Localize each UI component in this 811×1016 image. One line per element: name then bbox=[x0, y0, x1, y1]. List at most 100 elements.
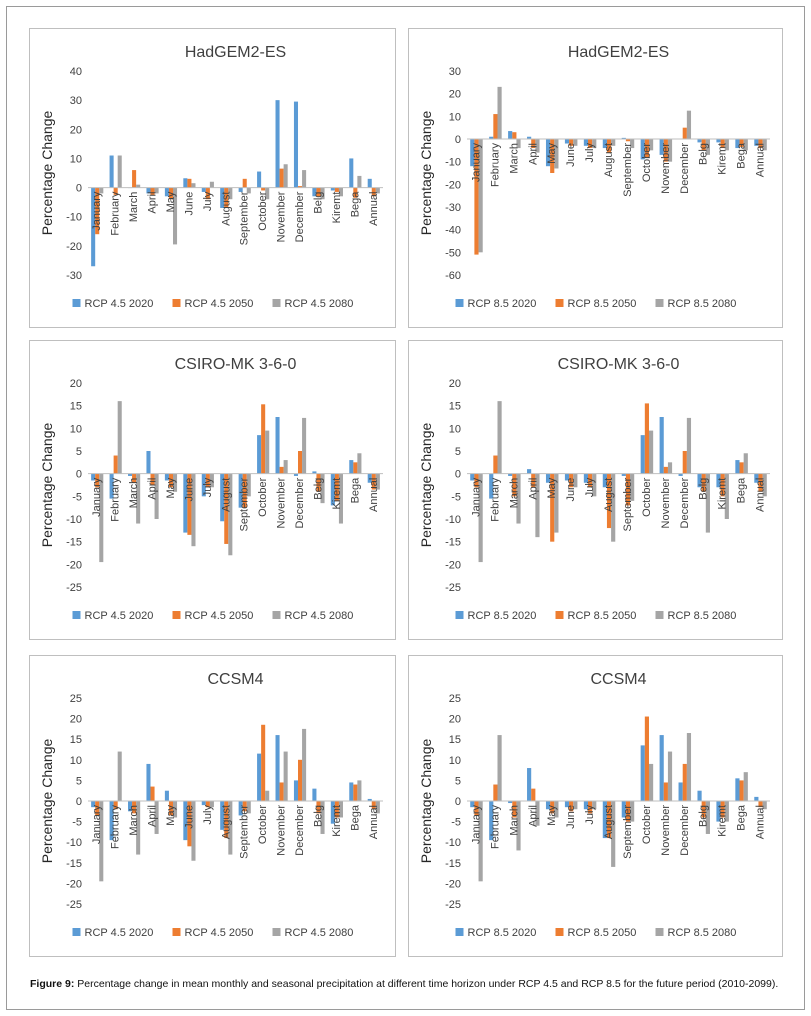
x-category-label: January bbox=[91, 191, 103, 231]
y-tick-label: 5 bbox=[455, 775, 461, 787]
bar-rcp-4-5-2050 bbox=[187, 473, 192, 535]
x-category-label: January bbox=[91, 477, 103, 517]
x-category-label: July bbox=[202, 805, 214, 825]
bar-rcp-8-5-2020 bbox=[470, 139, 475, 167]
y-tick-label: 5 bbox=[455, 446, 461, 458]
bar-rcp-8-5-2050 bbox=[701, 801, 706, 818]
bar-rcp-4-5-2050 bbox=[187, 801, 192, 847]
x-category-label: July bbox=[584, 805, 596, 825]
x-category-label: February bbox=[489, 477, 501, 522]
legend-swatch bbox=[655, 928, 664, 936]
bar-rcp-4-5-2080 bbox=[228, 187, 233, 200]
bar-rcp-8-5-2080 bbox=[478, 139, 483, 253]
bar-rcp-4-5-2050 bbox=[224, 801, 229, 839]
legend-swatch bbox=[172, 299, 181, 307]
bar-rcp-4-5-2080 bbox=[228, 473, 233, 556]
x-category-label: January bbox=[471, 805, 483, 845]
y-tick-label: -30 bbox=[445, 202, 461, 214]
bar-rcp-8-5-2080 bbox=[648, 139, 654, 151]
bar-rcp-4-5-2020 bbox=[275, 735, 280, 801]
bar-rcp-8-5-2020 bbox=[527, 768, 532, 801]
bar-rcp-8-5-2020 bbox=[735, 460, 740, 474]
bar-rcp-8-5-2050 bbox=[493, 114, 498, 139]
x-category-label: March bbox=[128, 192, 140, 223]
bar-rcp-8-5-2020 bbox=[527, 136, 532, 139]
y-tick-label: 10 bbox=[70, 755, 82, 767]
y-tick-label: -20 bbox=[66, 559, 82, 571]
bar-rcp-4-5-2020 bbox=[146, 187, 151, 194]
x-category-label: December bbox=[679, 477, 691, 528]
bar-rcp-8-5-2020 bbox=[735, 778, 740, 801]
bar-rcp-8-5-2080 bbox=[667, 139, 673, 162]
x-category-label: Kiremt bbox=[717, 805, 729, 837]
x-category-label: February bbox=[489, 805, 501, 850]
y-tick-label: 0 bbox=[455, 469, 461, 481]
bar-rcp-4-5-2020 bbox=[238, 473, 243, 508]
bar-rcp-4-5-2050 bbox=[95, 801, 100, 816]
bar-rcp-8-5-2080 bbox=[648, 763, 654, 801]
x-category-label: November bbox=[660, 143, 672, 194]
x-category-label: June bbox=[183, 478, 195, 502]
bar-rcp-4-5-2020 bbox=[349, 782, 354, 801]
y-tick-label: 25 bbox=[449, 693, 461, 705]
bar-rcp-4-5-2020 bbox=[128, 473, 133, 476]
bar-rcp-8-5-2020 bbox=[508, 801, 513, 804]
x-category-label: March bbox=[508, 805, 520, 836]
y-tick-label: 20 bbox=[449, 378, 461, 390]
bar-rcp-8-5-2020 bbox=[697, 139, 702, 143]
y-tick-label: -10 bbox=[66, 837, 82, 849]
x-category-label: November bbox=[276, 477, 288, 528]
bar-rcp-4-5-2050 bbox=[205, 801, 210, 808]
x-category-label: Belg bbox=[313, 805, 325, 827]
bar-rcp-4-5-2050 bbox=[205, 473, 210, 488]
x-category-label: August bbox=[220, 478, 232, 512]
bar-rcp-8-5-2080 bbox=[705, 801, 710, 834]
bar-rcp-8-5-2050 bbox=[758, 801, 763, 808]
x-category-label: December bbox=[294, 805, 306, 856]
x-category-label: May bbox=[165, 805, 177, 826]
bar-rcp-8-5-2050 bbox=[758, 139, 763, 149]
x-category-label: July bbox=[584, 143, 596, 163]
bar-rcp-8-5-2020 bbox=[678, 473, 683, 476]
bar-rcp-4-5-2050 bbox=[224, 473, 229, 544]
bar-rcp-8-5-2080 bbox=[516, 139, 521, 149]
x-category-label: March bbox=[508, 478, 520, 509]
bar-rcp-8-5-2020 bbox=[716, 139, 721, 143]
x-category-label: April bbox=[527, 143, 539, 165]
bar-rcp-4-5-2050 bbox=[316, 187, 321, 197]
legend-label: RCP 4.5 2050 bbox=[185, 610, 254, 622]
x-category-label: Annual bbox=[368, 805, 380, 839]
bar-rcp-8-5-2020 bbox=[470, 473, 475, 481]
x-category-label: October bbox=[257, 477, 269, 516]
bar-rcp-8-5-2050 bbox=[531, 139, 536, 149]
x-category-label: September bbox=[622, 143, 634, 197]
bar-rcp-4-5-2080 bbox=[375, 473, 380, 490]
x-category-label: Belg bbox=[313, 478, 325, 500]
y-tick-label: 40 bbox=[70, 66, 82, 78]
bar-rcp-8-5-2080 bbox=[592, 139, 597, 149]
y-tick-label: -15 bbox=[445, 858, 461, 870]
bar-rcp-4-5-2080 bbox=[99, 801, 104, 882]
x-category-label: November bbox=[276, 805, 288, 856]
bar-rcp-4-5-2020 bbox=[164, 473, 169, 481]
bar-rcp-4-5-2080 bbox=[136, 473, 141, 524]
chart-title: HadGEM2-ES bbox=[185, 44, 286, 61]
bar-rcp-8-5-2020 bbox=[621, 137, 626, 139]
bar-rcp-4-5-2020 bbox=[312, 788, 317, 801]
x-category-label: Kiremt bbox=[717, 478, 729, 510]
bar-rcp-4-5-2020 bbox=[183, 473, 188, 533]
bar-rcp-8-5-2020 bbox=[489, 801, 494, 841]
y-tick-label: 25 bbox=[70, 693, 82, 705]
chart-panel-csiro-rcp45: CSIRO-MK 3-6-0 Percentage Change -25 -20 -15… bbox=[29, 340, 396, 640]
bar-rcp-4-5-2020 bbox=[109, 155, 114, 188]
legend-label: RCP 8.5 2020 bbox=[468, 927, 537, 939]
bar-rcp-8-5-2050 bbox=[663, 466, 668, 474]
bar-rcp-4-5-2080 bbox=[265, 430, 270, 474]
x-category-label: September bbox=[239, 477, 251, 531]
bar-rcp-4-5-2050 bbox=[261, 187, 266, 191]
bar-rcp-4-5-2020 bbox=[367, 798, 372, 801]
bar-rcp-8-5-2050 bbox=[531, 473, 536, 488]
x-category-label: August bbox=[603, 478, 615, 512]
chart-panel-ccsm4-rcp45: CCSM4 Percentage Change -25 -20 -15 -10 -5 0 5 10… bbox=[29, 655, 396, 957]
y-tick-label: 0 bbox=[455, 134, 461, 146]
